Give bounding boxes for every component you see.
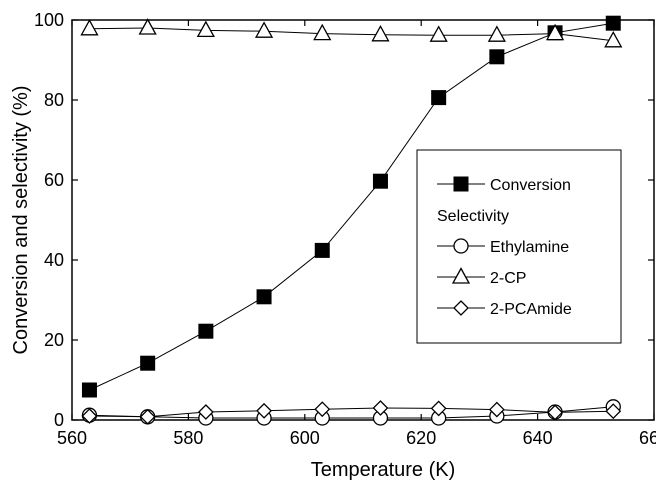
legend-label-2-cp: 2-CP [490, 270, 526, 287]
data-point-2-pcamide [81, 408, 98, 424]
data-point-2-cp [487, 25, 506, 42]
legend-label-2-pcamide: 2-PCAmide [490, 301, 572, 318]
y-tick-label: 60 [44, 170, 64, 190]
data-point-2-pcamide [197, 404, 214, 420]
legend-marker-ethylamine [453, 238, 469, 254]
x-tick-label: 600 [290, 428, 320, 448]
x-axis-title: Temperature (K) [311, 459, 456, 481]
series-2-pcamide [81, 400, 622, 425]
legend-marker-conversion [453, 176, 469, 192]
data-point-conversion [372, 173, 388, 189]
x-tick-label: 620 [406, 428, 436, 448]
data-point-conversion [140, 355, 156, 371]
data-point-2-cp [254, 21, 274, 38]
data-point-2-pcamide [547, 404, 563, 421]
plot-frame [71, 19, 655, 421]
data-point-2-pcamide [605, 403, 622, 420]
data-point-conversion [489, 49, 505, 65]
y-tick-label: 80 [44, 90, 64, 110]
data-point-2-pcamide [139, 408, 156, 425]
data-point-2-cp [196, 20, 215, 38]
legend-marker-2-cp [451, 267, 471, 284]
data-point-2-cp [545, 23, 565, 41]
legend-entries [437, 176, 485, 316]
legend-label-conversion: Conversion [490, 177, 571, 194]
data-point-conversion [256, 289, 272, 305]
x-tick-label: 560 [57, 428, 87, 448]
y-tick-label: 0 [54, 410, 64, 430]
legend-marker-2-pcamide [453, 300, 469, 316]
legend-group-heading: Selectivity [437, 208, 509, 225]
series-2-cp [80, 18, 623, 48]
data-point-2-cp [604, 30, 623, 48]
data-point-2-pcamide [372, 400, 389, 416]
data-point-2-pcamide [488, 401, 505, 418]
data-point-2-cp [313, 23, 332, 41]
y-tick-label: 100 [34, 10, 64, 30]
y-axis-title: Conversion and selectivity (%) [10, 86, 32, 355]
data-point-conversion [605, 15, 621, 31]
x-tick-label: 640 [523, 428, 553, 448]
y-tick-label: 40 [44, 250, 64, 270]
legend: Conversion Selectivity Ethylamine 2-CP 2… [416, 149, 622, 344]
data-point-2-pcamide [314, 401, 331, 418]
series-line-2-pcamide [89, 407, 614, 418]
axes [71, 19, 655, 421]
series-line-ethylamine [89, 406, 614, 419]
data-point-2-cp [371, 24, 390, 42]
data-point-conversion [198, 323, 214, 339]
axis-ticks: 560 580 600 620 640 660 0 20 40 60 80 100 [34, 10, 656, 448]
data-point-conversion [314, 242, 330, 258]
series-layer [80, 15, 623, 426]
series-line-2-cp [89, 27, 614, 42]
data-point-2-pcamide [430, 400, 447, 417]
data-point-2-cp [429, 25, 448, 42]
data-point-conversion [81, 382, 97, 398]
data-point-conversion [431, 90, 447, 106]
legend-label-ethylamine: Ethylamine [490, 239, 569, 256]
series-ethylamine [81, 399, 621, 426]
y-tick-label: 20 [44, 330, 64, 350]
data-point-2-cp [138, 18, 157, 35]
x-tick-label: 660 [639, 428, 656, 448]
data-point-2-pcamide [256, 402, 272, 419]
series-line-conversion [89, 22, 614, 391]
x-tick-label: 580 [173, 428, 203, 448]
data-point-2-cp [80, 18, 99, 36]
